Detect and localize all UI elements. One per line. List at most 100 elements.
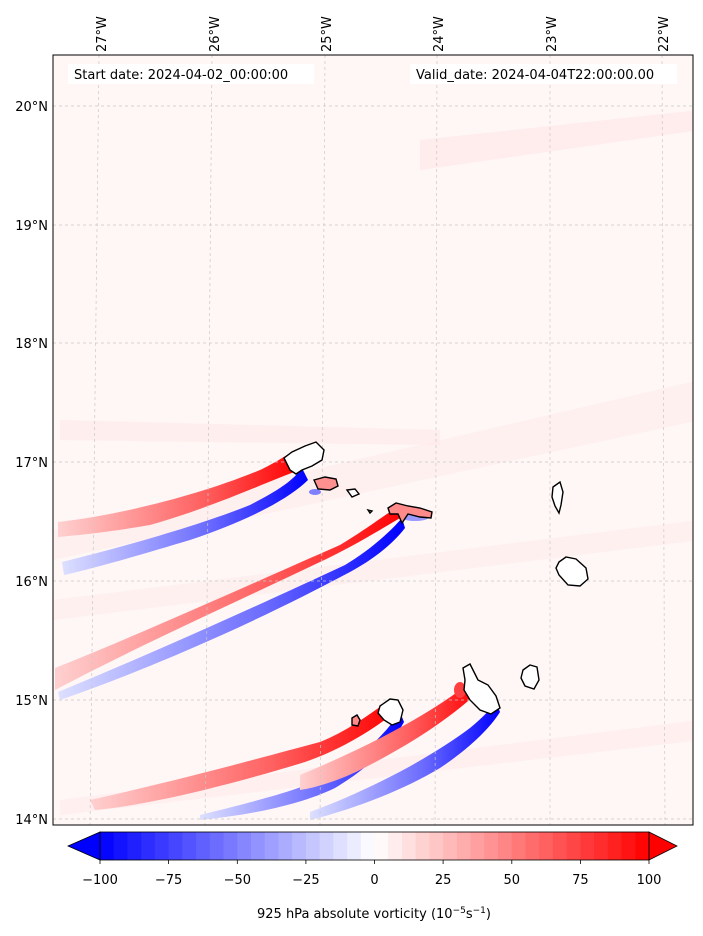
latitude-ticks: 20°N 19°N 18°N 17°N 16°N 15°N 14°N bbox=[15, 100, 48, 828]
colorbar-bin bbox=[250, 832, 266, 860]
vorticity-field bbox=[53, 110, 693, 820]
colorbar-bin bbox=[168, 832, 183, 860]
colorbar-bin bbox=[566, 832, 581, 860]
start-date-label: Start date: 2024-04-02_00:00:00 bbox=[74, 68, 288, 83]
map-frame bbox=[52, 54, 694, 826]
island-sal bbox=[551, 480, 564, 515]
islands bbox=[283, 441, 589, 727]
island-sao-nicolau bbox=[387, 502, 433, 525]
colorbar-bin bbox=[498, 832, 513, 860]
colorbar-bin bbox=[347, 832, 362, 860]
colorbar-max-extension bbox=[648, 831, 678, 861]
lon-tick-26w: 26°W bbox=[208, 16, 223, 52]
colorbar-bin bbox=[388, 832, 403, 860]
lower-wake-red bbox=[90, 700, 395, 810]
colorbar-tick: 75 bbox=[572, 873, 589, 888]
colorbar-bin bbox=[525, 832, 540, 860]
lat-tick-17n: 17°N bbox=[15, 456, 48, 471]
island-boa-vista bbox=[555, 556, 589, 587]
colorbar-bin bbox=[607, 832, 623, 860]
island-fogo bbox=[377, 698, 404, 726]
graticule bbox=[53, 54, 693, 826]
colorbar-bin bbox=[635, 832, 650, 860]
middle-wake-red bbox=[55, 505, 405, 690]
colorbar-bin bbox=[594, 832, 609, 860]
colorbar-bin bbox=[539, 832, 554, 860]
colorbar-bin bbox=[511, 832, 526, 860]
colorbar-tick: 50 bbox=[504, 873, 521, 888]
island-santa-luzia bbox=[345, 488, 361, 498]
colorbar-bin bbox=[429, 832, 444, 860]
colorbar-bin bbox=[100, 832, 115, 860]
field-blob bbox=[309, 489, 321, 495]
middle-wake-blue bbox=[58, 518, 405, 700]
lat-tick-19n: 19°N bbox=[15, 219, 48, 234]
field-streak bbox=[420, 110, 693, 170]
field-streak bbox=[60, 420, 440, 445]
colorbar-bin bbox=[141, 832, 156, 860]
colorbar-ticks: −100 −75 −50 −25 0 25 50 75 100 bbox=[82, 873, 661, 888]
colorbar-bin bbox=[292, 832, 307, 860]
colorbar-bin bbox=[113, 832, 128, 860]
colorbar-bin bbox=[552, 832, 568, 860]
lon-tick-27w: 27°W bbox=[95, 16, 110, 52]
colorbar-bin bbox=[182, 832, 197, 860]
colorbar-bin bbox=[333, 832, 348, 860]
colorbar-bin bbox=[470, 832, 485, 860]
colorbar-bin bbox=[360, 832, 375, 860]
upper-wake-blue bbox=[62, 468, 308, 575]
colorbar-bin bbox=[237, 832, 252, 860]
lat-tick-15n: 15°N bbox=[15, 694, 48, 709]
colorbar-tick: 100 bbox=[637, 873, 662, 888]
valid-date-box bbox=[410, 64, 677, 84]
lon-tick-22w: 22°W bbox=[657, 16, 672, 52]
lon-tick-24w: 24°W bbox=[432, 16, 447, 52]
santiago-wake-red bbox=[300, 675, 480, 790]
colorbar-bin bbox=[127, 832, 142, 860]
colorbar-tick: −50 bbox=[224, 873, 251, 888]
colorbar-tick: −100 bbox=[82, 873, 118, 888]
lat-tick-16n: 16°N bbox=[15, 575, 48, 590]
colorbar-bin bbox=[580, 832, 595, 860]
colorbar-tick: 0 bbox=[370, 873, 378, 888]
colorbar-bin bbox=[443, 832, 458, 860]
colorbar-bin bbox=[621, 832, 636, 860]
colorbar-bin bbox=[264, 832, 279, 860]
colorbar-bins bbox=[100, 832, 650, 860]
island-santiago bbox=[462, 663, 501, 715]
lon-tick-23w: 23°W bbox=[545, 16, 560, 52]
colorbar-min-extension bbox=[67, 831, 101, 861]
colorbar-tick: −25 bbox=[292, 873, 319, 888]
start-date-box bbox=[68, 64, 314, 84]
colorbar-bin bbox=[415, 832, 430, 860]
colorbar-tick: −75 bbox=[155, 873, 182, 888]
island-branco bbox=[366, 508, 374, 515]
colorbar-title: 925 hPa absolute vorticity (10−5s−1) bbox=[257, 906, 491, 922]
field-blob bbox=[454, 682, 466, 698]
island-sao-vicente bbox=[313, 476, 339, 491]
longitude-ticks: 27°W 26°W 25°W 24°W 23°W 22°W bbox=[95, 16, 672, 52]
upper-wake-red bbox=[58, 452, 300, 537]
valid-date-label: Valid_date: 2024-04-04T22:00:00.00 bbox=[416, 68, 654, 83]
field-streak bbox=[53, 381, 693, 560]
colorbar-bin bbox=[401, 832, 417, 860]
lat-tick-14n: 14°N bbox=[15, 813, 48, 828]
lon-tick-25w: 25°W bbox=[320, 16, 335, 52]
colorbar-bin bbox=[223, 832, 238, 860]
colorbar-bin bbox=[154, 832, 170, 860]
colorbar-bin bbox=[484, 832, 499, 860]
field-streak bbox=[53, 520, 693, 620]
colorbar-bin bbox=[456, 832, 472, 860]
colorbar-bin bbox=[374, 832, 389, 860]
colorbar-bin bbox=[196, 832, 211, 860]
colorbar-bin bbox=[278, 832, 293, 860]
colorbar-tick: 25 bbox=[435, 873, 452, 888]
colorbar-bin bbox=[209, 832, 225, 860]
field-streak bbox=[60, 720, 693, 815]
colorbar-tick-marks bbox=[99, 860, 650, 864]
island-maio bbox=[520, 664, 540, 690]
colorbar-bin bbox=[319, 832, 334, 860]
colorbar-bin bbox=[305, 832, 321, 860]
lat-tick-20n: 20°N bbox=[15, 100, 48, 115]
